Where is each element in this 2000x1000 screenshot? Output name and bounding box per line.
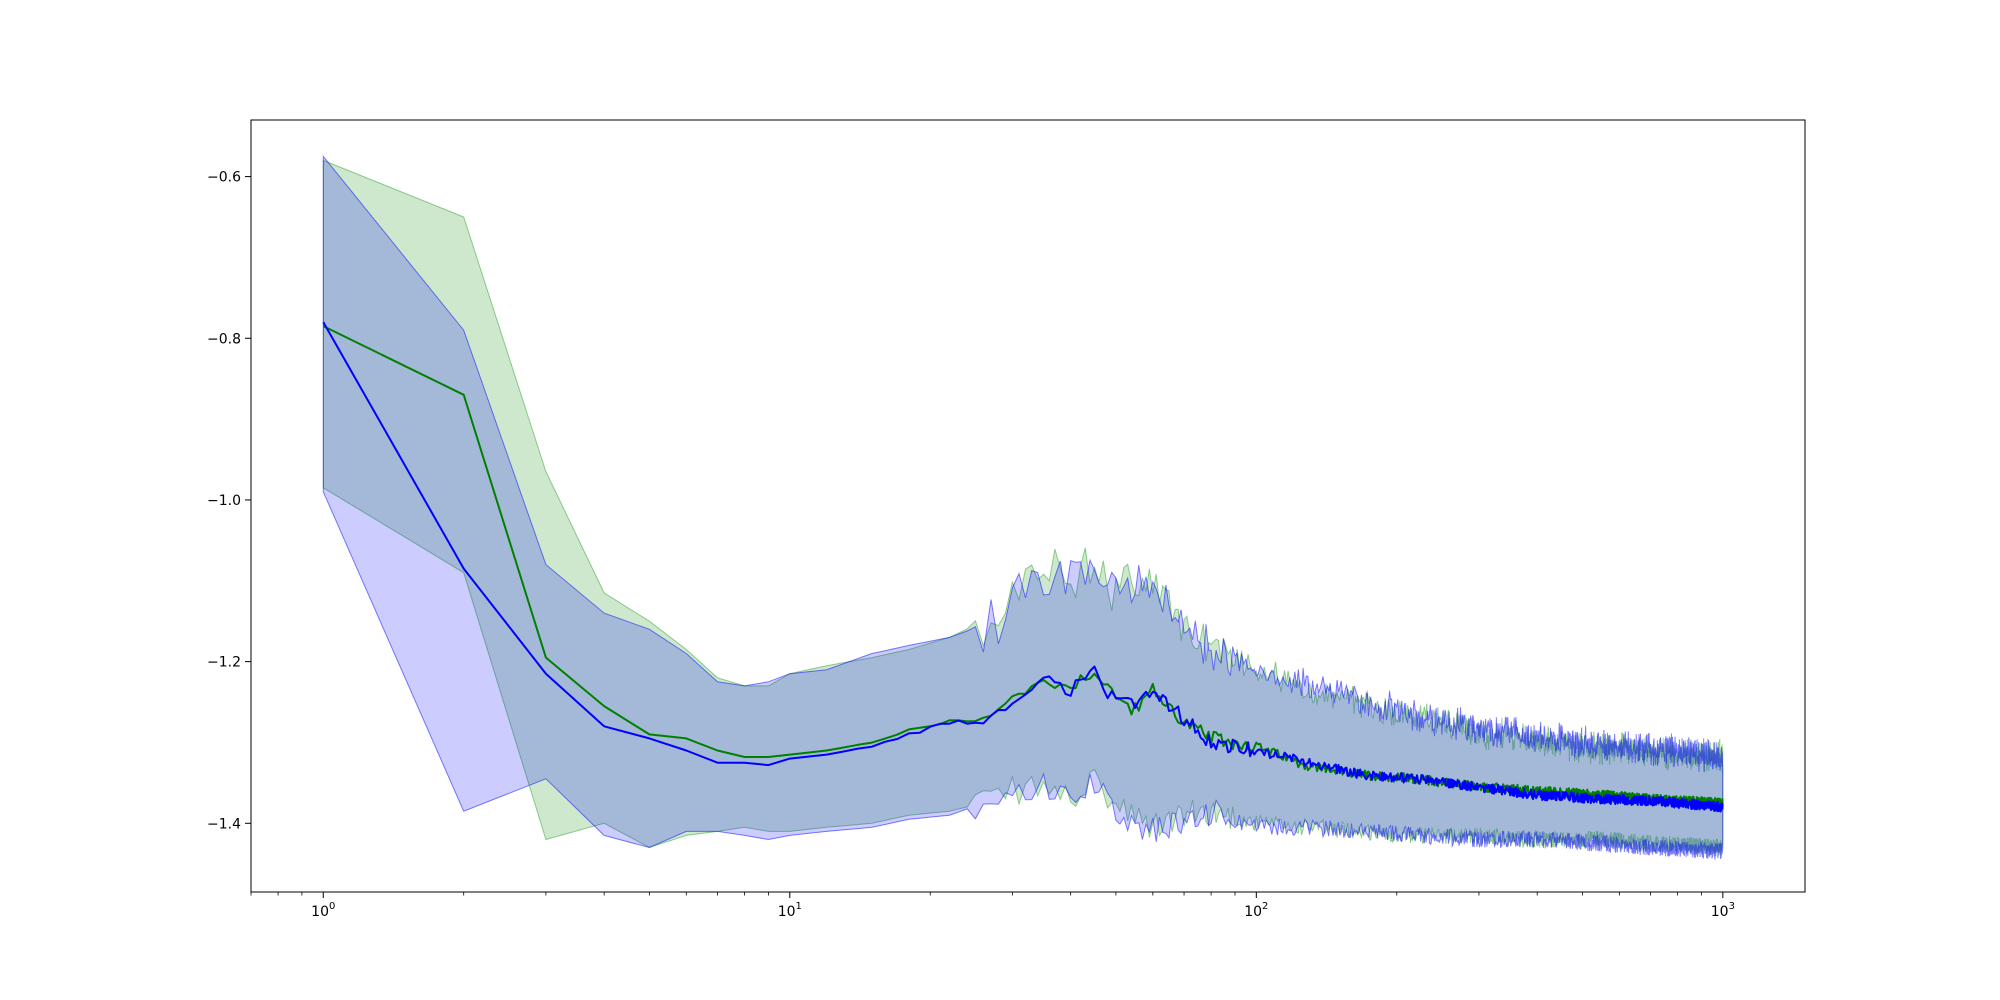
y-tick-label: −0.6 [207,170,241,186]
x-tick-label: 102 [1244,901,1268,920]
y-axis: −0.6 −0.8 −1.0 −1.2 −1.4 [207,170,251,832]
series-lines [322,321,1724,813]
confidence-bands [322,154,1724,860]
x-tick-label: 100 [311,901,335,920]
x-tick-label: 101 [778,901,802,920]
y-tick-label: −0.8 [207,331,241,347]
line-series-2 [322,321,1724,813]
x-tick-label: 103 [1711,901,1735,920]
band-series-2 [322,154,1724,860]
y-tick-label: −1.4 [207,816,241,832]
x-axis: 100 101 102 103 [250,892,1735,920]
y-tick-label: −1.2 [207,655,241,671]
y-tick-label: −1.0 [207,493,241,509]
plot-area-frame [250,119,1806,893]
